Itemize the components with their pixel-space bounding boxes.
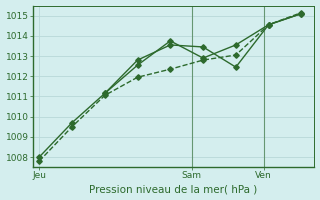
X-axis label: Pression niveau de la mer( hPa ): Pression niveau de la mer( hPa ) xyxy=(90,184,258,194)
